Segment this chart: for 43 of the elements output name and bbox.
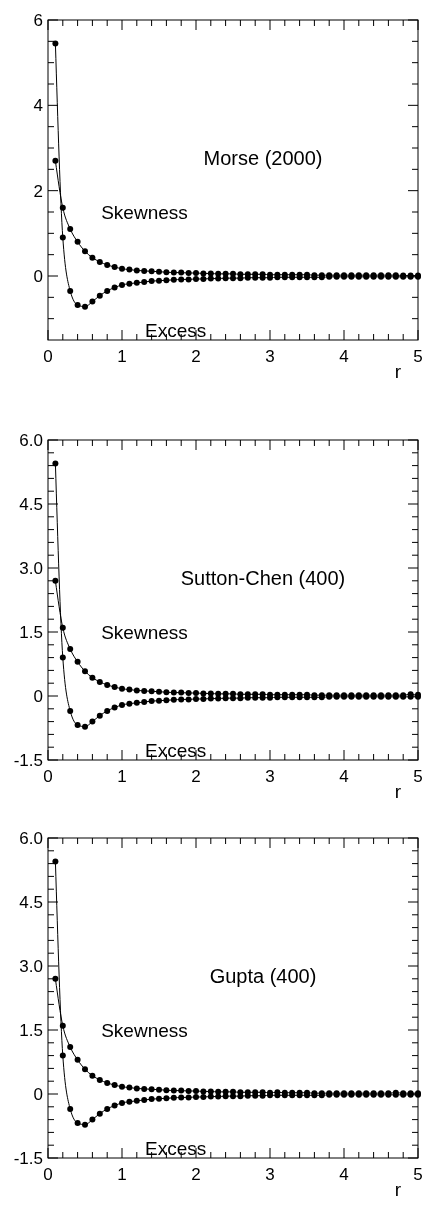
x-tick-label: 4 xyxy=(339,1165,349,1184)
x-tick-label: 5 xyxy=(413,767,423,786)
series-label: Excess xyxy=(145,739,207,761)
series-label: Excess xyxy=(145,319,207,341)
x-tick-label: 5 xyxy=(413,347,423,366)
y-tick-label: -1.5 xyxy=(13,750,43,770)
x-tick-label: 2 xyxy=(191,347,201,366)
x-axis-title: r xyxy=(394,781,402,802)
y-tick-label: 6 xyxy=(33,10,43,30)
text: Gupta (400) xyxy=(209,965,317,987)
x-tick-label: 3 xyxy=(265,347,275,366)
x-tick-label: 5 xyxy=(413,1165,423,1184)
series-label: Skewness xyxy=(101,1020,188,1042)
x-tick-label: 3 xyxy=(265,767,275,786)
text: Morse (2000) xyxy=(203,147,323,169)
y-tick-label: 1.5 xyxy=(19,622,43,642)
x-tick-label: 3 xyxy=(265,1165,275,1184)
y-tick-label: 4 xyxy=(33,96,43,116)
series-label: Excess xyxy=(145,1137,207,1159)
y-tick-label: 4.5 xyxy=(19,892,43,912)
x-tick-label: 1 xyxy=(117,1165,127,1184)
y-tick-label: 0 xyxy=(33,1084,43,1104)
y-tick-label: 6.0 xyxy=(19,828,43,848)
series-label: Skewness xyxy=(101,622,188,644)
y-tick-label: 6.0 xyxy=(19,430,43,450)
y-tick-label: 0 xyxy=(33,686,43,706)
y-tick-label: 4.5 xyxy=(19,494,43,514)
y-tick-label: -1.5 xyxy=(13,1148,43,1168)
x-tick-label: 1 xyxy=(117,767,127,786)
y-tick-label: 2 xyxy=(33,181,43,201)
x-tick-label: 2 xyxy=(191,1165,201,1184)
text: Sutton-Chen (400) xyxy=(180,567,346,589)
x-axis-title: r xyxy=(394,361,402,382)
y-tick-label: 3.0 xyxy=(19,956,43,976)
x-tick-label: 2 xyxy=(191,767,201,786)
y-tick-label: 1.5 xyxy=(19,1020,43,1040)
x-tick-label: 4 xyxy=(339,347,349,366)
x-tick-label: 4 xyxy=(339,767,349,786)
x-tick-label: 1 xyxy=(117,347,127,366)
y-tick-label: 3.0 xyxy=(19,558,43,578)
series-label: Skewness xyxy=(101,202,188,224)
y-tick-label: 0 xyxy=(33,266,43,286)
x-axis-title: r xyxy=(394,1179,402,1200)
